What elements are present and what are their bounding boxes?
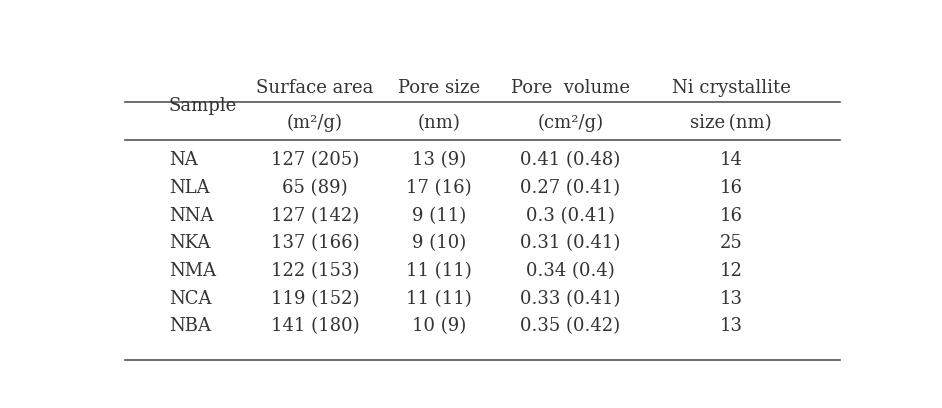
Text: NKA: NKA [169, 235, 210, 253]
Text: Pore size: Pore size [398, 79, 480, 97]
Text: NMA: NMA [169, 262, 216, 280]
Text: 141 (180): 141 (180) [270, 317, 359, 335]
Text: 0.31 (0.41): 0.31 (0.41) [520, 235, 621, 253]
Text: 14: 14 [720, 151, 742, 169]
Text: (cm²/g): (cm²/g) [537, 114, 604, 132]
Text: (m²/g): (m²/g) [287, 114, 343, 132]
Text: 122 (153): 122 (153) [270, 262, 359, 280]
Text: 10 (9): 10 (9) [412, 317, 466, 335]
Text: 0.33 (0.41): 0.33 (0.41) [520, 290, 621, 308]
Text: 25: 25 [720, 235, 742, 253]
Text: NLA: NLA [169, 179, 209, 197]
Text: Ni crystallite: Ni crystallite [672, 79, 790, 97]
Text: Surface area: Surface area [256, 79, 374, 97]
Text: 13: 13 [720, 290, 742, 308]
Text: 119 (152): 119 (152) [270, 290, 359, 308]
Text: 65 (89): 65 (89) [282, 179, 348, 197]
Text: 11 (11): 11 (11) [406, 262, 472, 280]
Text: 0.35 (0.42): 0.35 (0.42) [520, 317, 621, 335]
Text: (nm): (nm) [417, 114, 461, 132]
Text: size (nm): size (nm) [690, 114, 771, 132]
Text: NCA: NCA [169, 290, 211, 308]
Text: 0.34 (0.4): 0.34 (0.4) [526, 262, 615, 280]
Text: NA: NA [169, 151, 198, 169]
Text: 0.27 (0.41): 0.27 (0.41) [520, 179, 621, 197]
Text: 11 (11): 11 (11) [406, 290, 472, 308]
Text: 13 (9): 13 (9) [412, 151, 466, 169]
Text: NBA: NBA [169, 317, 211, 335]
Text: NNA: NNA [169, 207, 213, 225]
Text: 137 (166): 137 (166) [270, 235, 359, 253]
Text: Pore  volume: Pore volume [511, 79, 630, 97]
Text: 0.3 (0.41): 0.3 (0.41) [526, 207, 615, 225]
Text: 9 (10): 9 (10) [412, 235, 466, 253]
Text: Sample: Sample [169, 97, 237, 115]
Text: 9 (11): 9 (11) [412, 207, 466, 225]
Text: 16: 16 [720, 179, 742, 197]
Text: 127 (205): 127 (205) [270, 151, 359, 169]
Text: 12: 12 [720, 262, 742, 280]
Text: 13: 13 [720, 317, 742, 335]
Text: 0.41 (0.48): 0.41 (0.48) [520, 151, 621, 169]
Text: 127 (142): 127 (142) [270, 207, 359, 225]
Text: 17 (16): 17 (16) [406, 179, 472, 197]
Text: 16: 16 [720, 207, 742, 225]
